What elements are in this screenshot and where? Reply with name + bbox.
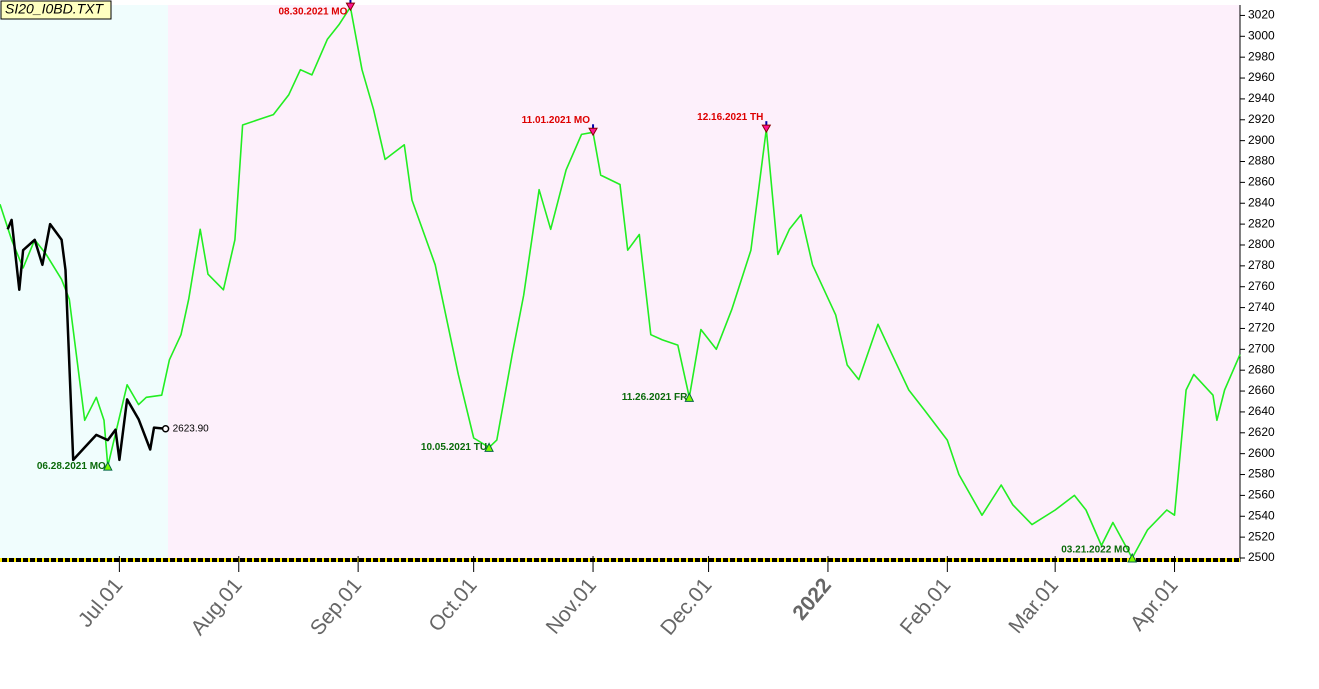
y-tick-label: 2520	[1248, 529, 1275, 543]
y-tick-label: 3020	[1248, 8, 1275, 22]
y-tick-label: 2820	[1248, 216, 1275, 230]
x-tick-label: Dec.01	[656, 574, 716, 640]
y-tick-label: 2720	[1248, 321, 1275, 335]
trough-label: 06.28.2021 MO	[37, 461, 106, 472]
x-tick-label: Apr.01	[1126, 574, 1183, 635]
trough-label: 03.21.2022 MO	[1061, 545, 1130, 556]
x-tick-label: 2022	[788, 574, 836, 625]
last-point	[161, 424, 170, 433]
y-tick-label: 2640	[1248, 404, 1275, 418]
history-zone	[0, 5, 168, 558]
y-tick-label: 2600	[1248, 446, 1275, 460]
y-tick-label: 2940	[1248, 91, 1275, 105]
peak-marker	[588, 127, 598, 137]
trough-marker	[484, 442, 494, 452]
y-tick-label: 2800	[1248, 237, 1275, 251]
peak-label: 08.30.2021 MO	[278, 7, 347, 18]
y-tick-label: 2680	[1248, 362, 1275, 376]
y-tick-label: 2840	[1248, 195, 1275, 209]
y-tick-label: 2760	[1248, 279, 1275, 293]
x-tick-label: Sep.01	[306, 574, 366, 640]
y-tick-label: 2920	[1248, 112, 1275, 126]
x-tick-label: Mar.01	[1004, 574, 1063, 638]
trough-label: 11.26.2021 FR	[622, 392, 688, 403]
y-tick-label: 2580	[1248, 467, 1275, 481]
y-tick-label: 3000	[1248, 28, 1275, 42]
series-line	[6, 218, 166, 462]
projection-zone	[168, 5, 1240, 558]
x-tick-label: Jul.01	[74, 574, 128, 632]
y-tick-label: 2780	[1248, 258, 1275, 272]
peak-label: 11.01.2021 MO	[522, 115, 591, 126]
trough-marker	[103, 461, 113, 471]
y-tick-label: 2500	[1248, 550, 1275, 564]
x-tick-label: Oct.01	[424, 574, 481, 636]
y-tick-label: 2860	[1248, 175, 1275, 189]
peak-marker	[761, 124, 772, 134]
series-line	[0, 6, 1241, 559]
y-tick-label: 2700	[1248, 341, 1275, 355]
title-box	[0, 0, 112, 20]
y-tick-label: 2980	[1248, 49, 1275, 63]
y-tick-label: 2560	[1248, 488, 1275, 502]
trough-label: 10.05.2021 TU	[421, 442, 487, 453]
y-tick-label: 2540	[1248, 508, 1275, 522]
x-tick-label: Aug.01	[186, 574, 246, 640]
y-tick-label: 2740	[1248, 300, 1275, 314]
y-tick-label: 2900	[1248, 133, 1275, 147]
peak-label: 12.16.2021 TH	[697, 112, 763, 123]
value-label: 2623.90	[173, 423, 210, 434]
x-tick-label: Nov.01	[542, 574, 601, 639]
trough-marker	[1127, 552, 1137, 563]
y-tick-label: 2660	[1248, 383, 1275, 397]
trough-marker	[684, 392, 695, 402]
chart-title: SI20_I0BD.TXT	[5, 1, 104, 17]
y-tick-label: 2620	[1248, 425, 1275, 439]
y-tick-label: 2880	[1248, 154, 1275, 168]
x-tick-label: Feb.01	[896, 574, 956, 639]
peak-marker	[345, 2, 356, 12]
y-tick-label: 2960	[1248, 70, 1275, 84]
